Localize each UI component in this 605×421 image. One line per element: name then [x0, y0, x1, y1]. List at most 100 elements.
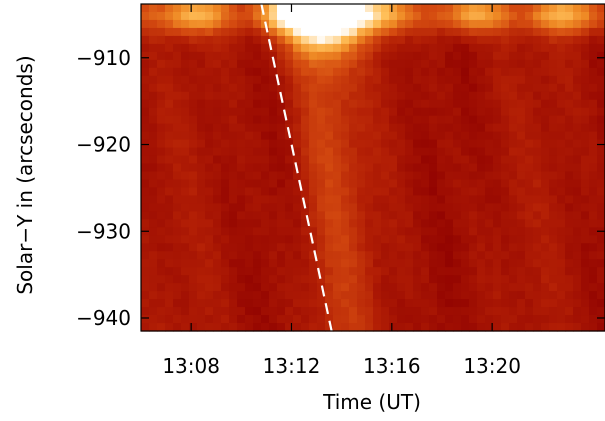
- heatmap-cell: [533, 219, 542, 228]
- heatmap-cell: [325, 195, 334, 204]
- heatmap-cell: [389, 59, 398, 69]
- heatmap-cell: [269, 75, 278, 85]
- heatmap-cell: [245, 4, 254, 13]
- heatmap-cell: [389, 99, 398, 109]
- heatmap-cell: [517, 27, 526, 37]
- heatmap-cell: [221, 107, 230, 117]
- heatmap-cell: [189, 139, 198, 149]
- heatmap-cell: [197, 163, 206, 173]
- heatmap-cell: [229, 91, 238, 101]
- heatmap-cell: [493, 11, 502, 21]
- heatmap-cell: [277, 307, 286, 316]
- heatmap-cell: [141, 107, 150, 117]
- heatmap-cell: [477, 4, 486, 13]
- heatmap-cell: [373, 155, 382, 165]
- heatmap-cell: [173, 323, 182, 332]
- heatmap-cell: [285, 227, 294, 236]
- heatmap-cell: [517, 251, 526, 260]
- heatmap-cell: [397, 219, 406, 228]
- heatmap-cell: [373, 99, 382, 109]
- heatmap-cell: [453, 275, 462, 284]
- heatmap-cell: [285, 11, 294, 21]
- heatmap-cell: [429, 179, 438, 189]
- heatmap-cell: [213, 35, 222, 45]
- heatmap-cell: [261, 27, 270, 37]
- heatmap-cell: [165, 67, 174, 77]
- heatmap-cell: [349, 219, 358, 228]
- heatmap-cell: [557, 187, 566, 197]
- heatmap-cell: [461, 275, 470, 284]
- heatmap-cell: [501, 275, 510, 284]
- heatmap-cell: [269, 99, 278, 109]
- heatmap-cell: [309, 243, 318, 252]
- heatmap-cell: [157, 75, 166, 85]
- heatmap-cell: [253, 147, 262, 157]
- heatmap-cell: [165, 99, 174, 109]
- heatmap-cell: [485, 251, 494, 260]
- heatmap-cell: [549, 283, 558, 292]
- heatmap-cell: [325, 227, 334, 236]
- heatmap-cell: [309, 203, 318, 212]
- heatmap-cell: [349, 83, 358, 93]
- heatmap-cell: [485, 315, 494, 324]
- heatmap-cell: [277, 251, 286, 260]
- heatmap-cell: [509, 11, 518, 21]
- heatmap-cell: [373, 51, 382, 61]
- heatmap-cell: [301, 115, 310, 125]
- heatmap-cell: [205, 243, 214, 252]
- heatmap-cell: [317, 195, 326, 204]
- heatmap-cell: [429, 259, 438, 268]
- heatmap-cell: [237, 67, 246, 77]
- heatmap-cell: [453, 235, 462, 244]
- heatmap-cell: [197, 315, 206, 324]
- heatmap-cell: [341, 35, 350, 45]
- heatmap-cell: [541, 83, 550, 93]
- heatmap-cell: [205, 203, 214, 212]
- heatmap-cell: [229, 27, 238, 37]
- heatmap-cell: [381, 75, 390, 85]
- heatmap-cell: [549, 195, 558, 204]
- heatmap-cell: [365, 251, 374, 260]
- heatmap-cell: [197, 91, 206, 101]
- heatmap-cell: [301, 243, 310, 252]
- heatmap-cell: [149, 323, 158, 332]
- heatmap-cell: [501, 163, 510, 173]
- heatmap-cell: [173, 283, 182, 292]
- heatmap-cell: [285, 235, 294, 244]
- heatmap-cell: [197, 195, 206, 204]
- heatmap-cell: [485, 107, 494, 117]
- heatmap-cell: [573, 115, 582, 125]
- heatmap-cell: [309, 275, 318, 284]
- heatmap-cell: [277, 235, 286, 244]
- heatmap-cell: [453, 219, 462, 228]
- heatmap-cell: [269, 275, 278, 284]
- heatmap-cell: [325, 187, 334, 197]
- heatmap-cell: [413, 275, 422, 284]
- heatmap-cell: [261, 107, 270, 117]
- heatmap-cell: [437, 75, 446, 85]
- heatmap-cell: [485, 203, 494, 212]
- heatmap-cell: [437, 227, 446, 236]
- heatmap-cell: [309, 163, 318, 173]
- heatmap-cell: [501, 123, 510, 133]
- heatmap-cell: [581, 235, 590, 244]
- heatmap-cell: [477, 115, 486, 125]
- heatmap-cell: [461, 27, 470, 37]
- heatmap-cell: [341, 4, 350, 13]
- heatmap-cell: [493, 139, 502, 149]
- heatmap-cell: [341, 123, 350, 133]
- heatmap-cell: [301, 11, 310, 21]
- heatmap-cell: [197, 115, 206, 125]
- x-tick-label: 13:20: [463, 354, 521, 378]
- heatmap-cell: [189, 323, 198, 332]
- heatmap-cell: [181, 195, 190, 204]
- heatmap-cell: [589, 35, 598, 45]
- heatmap-cell: [213, 251, 222, 260]
- heatmap-cell: [317, 107, 326, 117]
- heatmap-cell: [189, 315, 198, 324]
- heatmap-cell: [421, 67, 430, 77]
- heatmap-cell: [253, 43, 262, 53]
- heatmap-cell: [237, 51, 246, 61]
- heatmap-cell: [461, 259, 470, 268]
- heatmap-cell: [197, 147, 206, 157]
